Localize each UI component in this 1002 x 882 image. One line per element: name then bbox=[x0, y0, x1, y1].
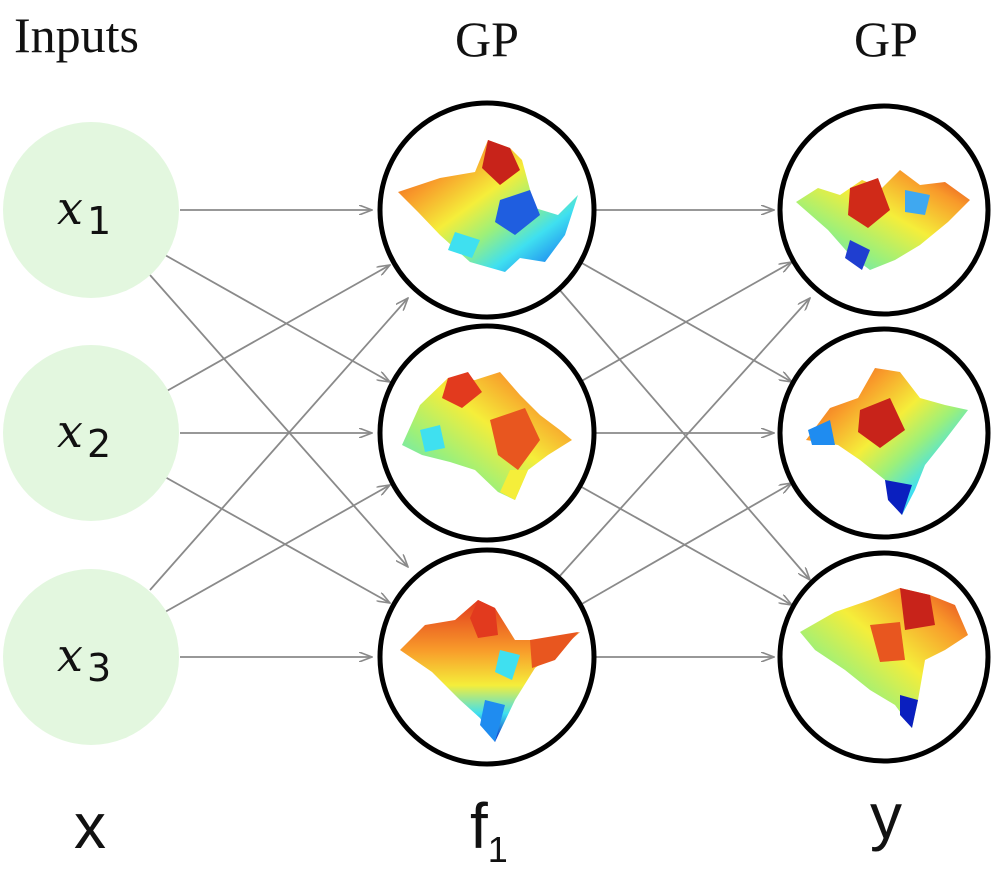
gp-node-layer2-2 bbox=[777, 326, 991, 540]
edge-f1c-ya bbox=[557, 298, 810, 579]
edge-x2-f1c bbox=[164, 476, 390, 603]
edge-x3-f1a bbox=[149, 298, 408, 591]
gp-node-layer1-3 bbox=[377, 547, 597, 767]
edges-layer1-to-layer2 bbox=[557, 210, 810, 657]
input-node-circle bbox=[3, 122, 179, 298]
gp-layer1-header: GP bbox=[455, 11, 519, 67]
3d-surface-plot-icon bbox=[800, 588, 968, 728]
3d-surface-plot-icon bbox=[796, 170, 970, 270]
input-node-circle bbox=[3, 569, 179, 745]
gp-node-layer2-3 bbox=[777, 550, 991, 764]
inputs-footer-label: x bbox=[74, 790, 106, 862]
edge-f1a-yc bbox=[557, 287, 810, 580]
edge-f1c-yb bbox=[579, 483, 792, 606]
edge-x1-f1b bbox=[164, 254, 390, 382]
gp-node-layer2-1 bbox=[777, 103, 991, 317]
inputs-header: Inputs bbox=[14, 7, 139, 63]
edge-f1b-ya bbox=[577, 262, 792, 384]
3d-surface-plot-icon bbox=[402, 372, 572, 500]
3d-surface-plot-icon bbox=[398, 140, 578, 272]
edge-x2-f1a bbox=[164, 265, 390, 393]
3d-surface-plot-icon bbox=[806, 368, 968, 515]
3d-surface-plot-icon bbox=[400, 600, 580, 742]
edge-x1-f1c bbox=[149, 274, 408, 567]
edges-input-to-layer1 bbox=[149, 210, 408, 657]
edge-x3-f1b bbox=[164, 485, 390, 613]
input-node-circle bbox=[3, 345, 179, 521]
gp-node-layer1-1 bbox=[377, 100, 597, 320]
gp-layer2-header: GP bbox=[854, 11, 918, 67]
gp-node-layer1-2 bbox=[377, 323, 597, 543]
layer1-footer-label: f1 bbox=[470, 790, 508, 870]
output-footer-label: y bbox=[870, 780, 902, 852]
